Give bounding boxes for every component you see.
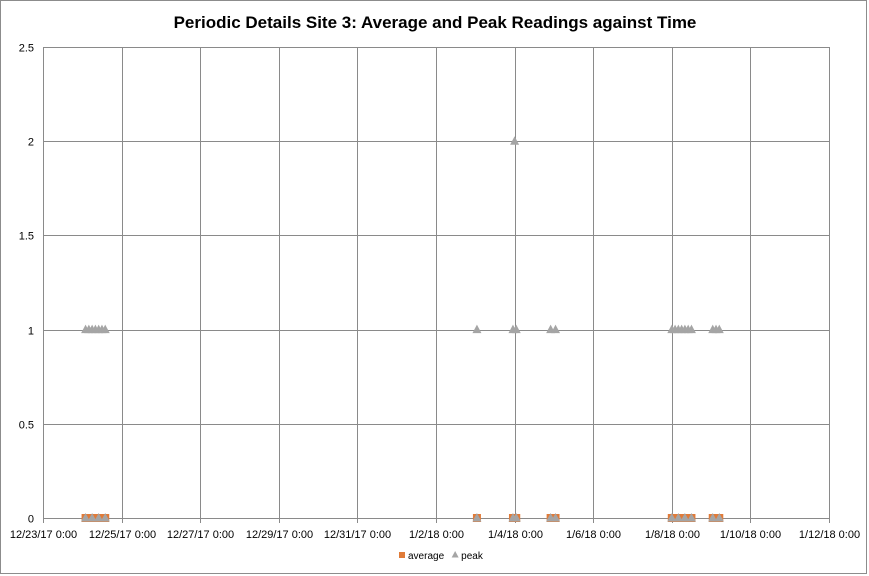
data-point-peak bbox=[472, 324, 482, 334]
data-point-peak bbox=[673, 513, 683, 522]
y-tick-label: 0 bbox=[28, 514, 34, 526]
data-point-peak bbox=[511, 513, 521, 522]
data-point-peak bbox=[708, 513, 718, 522]
y-tick-label: 1.5 bbox=[19, 231, 34, 243]
data-point-peak bbox=[472, 513, 482, 522]
data-series bbox=[81, 136, 724, 522]
x-axis-ticks: 12/23/17 0:00 12/25/17 0:00 12/27/17 0:00 1… bbox=[10, 529, 860, 541]
chart-title: Periodic Details Site 3: Average and Pea… bbox=[174, 13, 697, 32]
x-tick-label: 12/29/17 0:00 bbox=[246, 529, 313, 541]
data-point-peak bbox=[94, 513, 104, 522]
data-point-peak bbox=[667, 513, 677, 522]
data-point-peak bbox=[87, 513, 97, 522]
data-point-peak bbox=[551, 324, 561, 334]
data-point-peak bbox=[686, 324, 696, 334]
legend-swatch-average bbox=[399, 552, 405, 558]
y-tick-label: 2.5 bbox=[19, 43, 34, 55]
data-point-peak bbox=[686, 513, 696, 522]
y-tick-label: 2 bbox=[28, 137, 34, 149]
x-tick-label: 1/10/18 0:00 bbox=[720, 529, 781, 541]
data-point-peak bbox=[100, 324, 110, 334]
x-tick-label: 1/6/18 0:00 bbox=[566, 529, 621, 541]
y-tick-label: 0.5 bbox=[19, 420, 34, 432]
y-axis-ticks: 0 0.5 1 1.5 2 2.5 bbox=[19, 43, 34, 526]
data-point-peak bbox=[714, 324, 724, 334]
data-point-peak bbox=[100, 513, 110, 522]
legend-label-average: average bbox=[408, 551, 445, 562]
data-point-peak bbox=[510, 136, 520, 145]
legend-swatch-peak bbox=[451, 551, 459, 558]
data-point-peak bbox=[511, 324, 521, 334]
legend-item-average: average bbox=[399, 551, 445, 562]
y-tick-label: 1 bbox=[28, 326, 34, 338]
x-tick-label: 1/12/18 0:00 bbox=[799, 529, 860, 541]
x-tick-label: 12/31/17 0:00 bbox=[324, 529, 391, 541]
data-point-peak bbox=[551, 513, 561, 522]
x-tick-label: 1/4/18 0:00 bbox=[488, 529, 543, 541]
legend: average peak bbox=[399, 551, 484, 562]
legend-label-peak: peak bbox=[461, 551, 484, 562]
grid-lines bbox=[43, 47, 830, 523]
x-tick-label: 1/2/18 0:00 bbox=[409, 529, 464, 541]
data-point-peak bbox=[81, 513, 91, 522]
data-point-peak bbox=[714, 513, 724, 522]
x-tick-label: 12/25/17 0:00 bbox=[89, 529, 156, 541]
x-tick-label: 12/27/17 0:00 bbox=[167, 529, 234, 541]
x-tick-label: 1/8/18 0:00 bbox=[645, 529, 700, 541]
x-tick-label: 12/23/17 0:00 bbox=[10, 529, 77, 541]
series-peak bbox=[81, 136, 724, 522]
data-point-peak bbox=[680, 513, 690, 522]
legend-item-peak: peak bbox=[451, 551, 484, 562]
